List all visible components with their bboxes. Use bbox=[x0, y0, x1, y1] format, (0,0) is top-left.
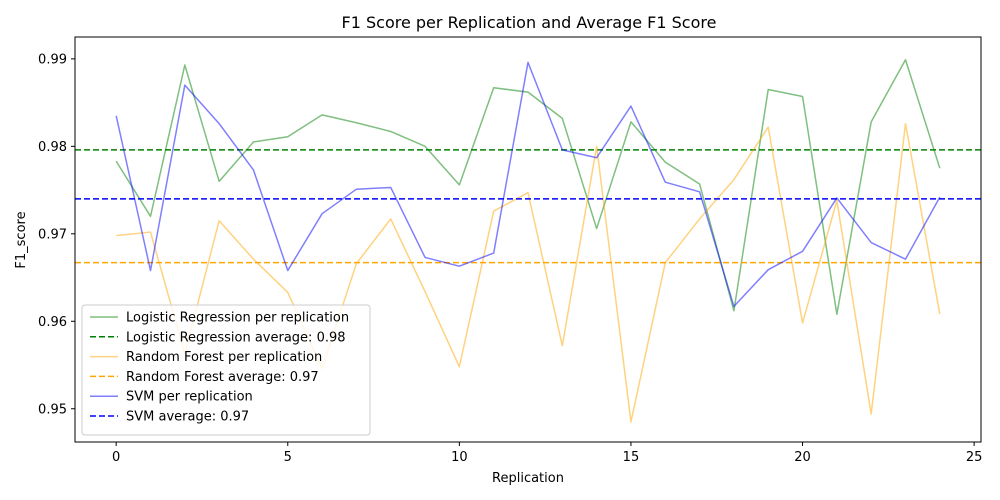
x-tick-label: 10 bbox=[451, 450, 468, 465]
y-tick-label: 0.98 bbox=[38, 140, 67, 155]
legend-label-random-forest-per-replication: Random Forest per replication bbox=[126, 350, 322, 365]
legend-label-svm-per-replication: SVM per replication bbox=[126, 390, 253, 405]
random-forest-per-replication-line bbox=[116, 122, 941, 423]
y-tick-label: 0.95 bbox=[38, 402, 67, 417]
legend-label-svm-average-0-97: SVM average: 0.97 bbox=[126, 410, 249, 425]
plot-lines bbox=[75, 58, 981, 423]
legend-label-logistic-regression-average-0-98: Logistic Regression average: 0.98 bbox=[126, 330, 346, 345]
y-axis-label: F1_score bbox=[14, 211, 29, 268]
x-axis-ticks: 0 5 10 15 20 25 bbox=[112, 442, 982, 465]
y-tick-label: 0.96 bbox=[38, 315, 67, 330]
logistic-regression-per-replication-line bbox=[115, 58, 941, 316]
x-tick-label: 25 bbox=[966, 450, 983, 465]
plot-frame bbox=[74, 36, 982, 443]
legend-label-logistic-regression-per-replication: Logistic Regression per replication bbox=[126, 311, 349, 326]
x-tick-label: 0 bbox=[112, 450, 120, 465]
legend-label-random-forest-average-0-97: Random Forest average: 0.97 bbox=[126, 370, 319, 385]
y-axis-ticks: 0.95 0.96 0.97 0.98 0.99 bbox=[38, 52, 75, 417]
x-tick-label: 5 bbox=[284, 450, 292, 465]
legend-box bbox=[81, 304, 371, 436]
y-tick-label: 0.99 bbox=[38, 52, 67, 67]
svm-per-replication-line bbox=[115, 61, 941, 308]
x-axis-label: Replication bbox=[492, 471, 564, 486]
y-tick-label: 0.97 bbox=[38, 227, 67, 242]
x-tick-label: 20 bbox=[794, 450, 811, 465]
x-tick-label: 15 bbox=[623, 450, 640, 465]
legend: Logistic Regression per replication Logis… bbox=[81, 304, 371, 436]
chart-title: F1 Score per Replication and Average F1 … bbox=[342, 13, 717, 32]
